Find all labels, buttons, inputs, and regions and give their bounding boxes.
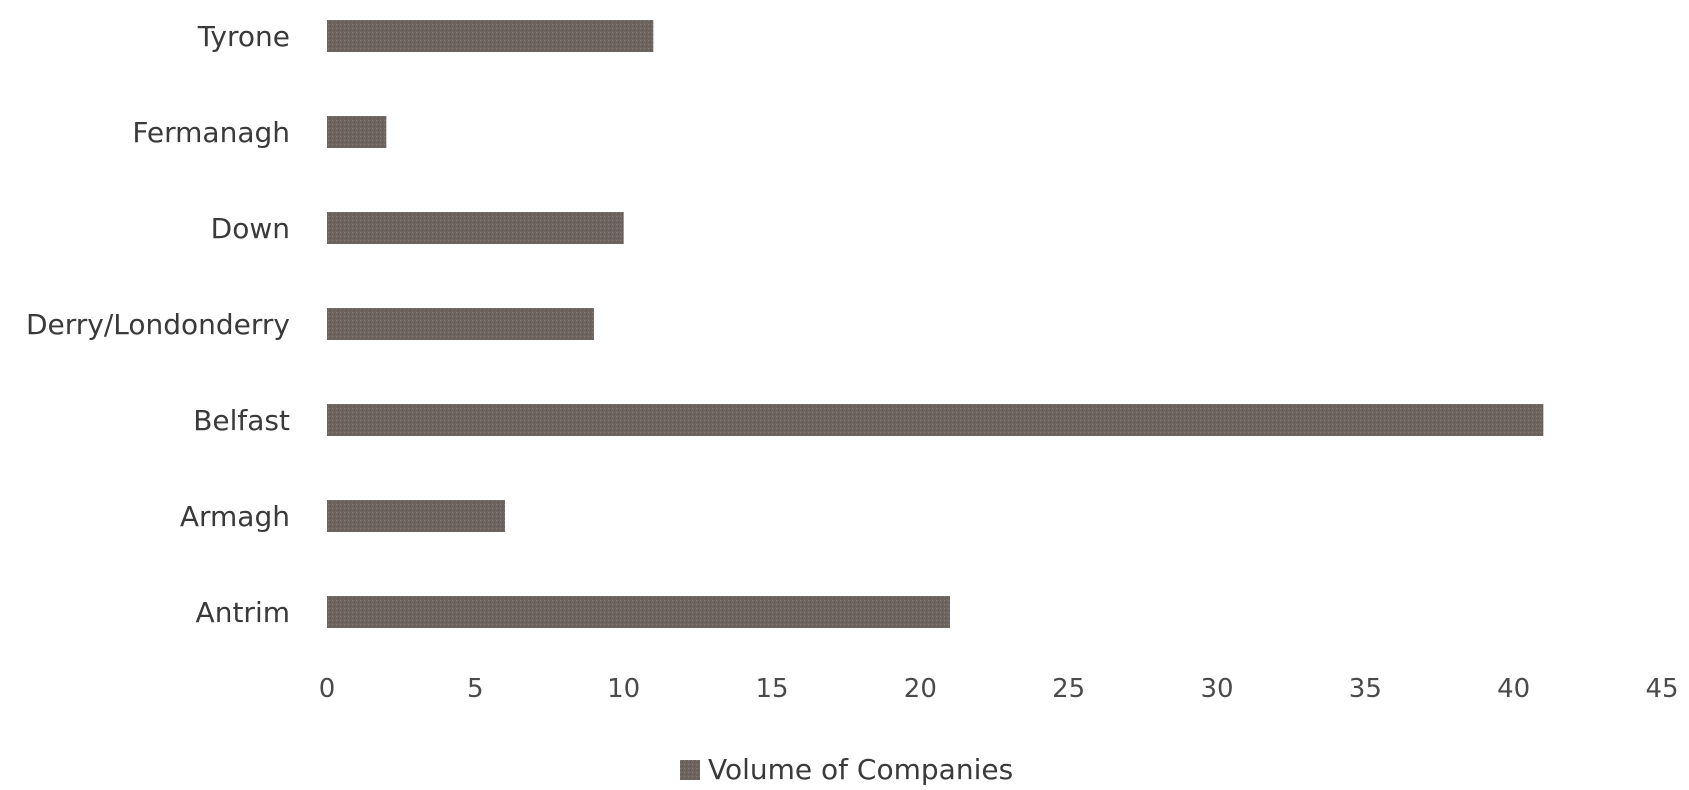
category-label-armagh: Armagh — [180, 500, 290, 533]
category-labels: Antrim Armagh Belfast Derry/Londonderry Down… — [26, 20, 290, 629]
x-tick-label-5: 5 — [467, 674, 484, 704]
x-tick-label-20: 20 — [904, 674, 937, 704]
bar-derry-londonderry — [327, 308, 594, 340]
bar-belfast — [327, 404, 1544, 436]
legend: Volume of Companies — [680, 753, 1013, 786]
category-label-tyrone: Tyrone — [197, 20, 290, 53]
bars-layer — [327, 20, 1544, 628]
bar-armagh — [327, 500, 505, 532]
category-label-fermanagh: Fermanagh — [132, 116, 290, 149]
x-tick-label-35: 35 — [1349, 674, 1382, 704]
bar-down — [327, 212, 624, 244]
legend-label: Volume of Companies — [708, 753, 1013, 786]
category-label-belfast: Belfast — [193, 404, 290, 437]
bar-antrim — [327, 596, 950, 628]
x-axis-tick-labels: 0 5 10 15 20 25 30 35 40 45 — [319, 674, 1679, 704]
x-tick-label-25: 25 — [1052, 674, 1085, 704]
category-label-down: Down — [211, 212, 290, 245]
x-tick-label-30: 30 — [1200, 674, 1233, 704]
bar-tyrone — [327, 20, 654, 52]
x-tick-label-10: 10 — [607, 674, 640, 704]
category-label-antrim: Antrim — [196, 596, 290, 629]
x-tick-label-15: 15 — [755, 674, 788, 704]
x-tick-label-45: 45 — [1645, 674, 1678, 704]
bar-fermanagh — [327, 116, 387, 148]
x-tick-label-40: 40 — [1497, 674, 1530, 704]
category-label-derry-londonderry: Derry/Londonderry — [26, 308, 290, 341]
legend-swatch — [680, 760, 700, 780]
x-tick-label-0: 0 — [319, 674, 336, 704]
